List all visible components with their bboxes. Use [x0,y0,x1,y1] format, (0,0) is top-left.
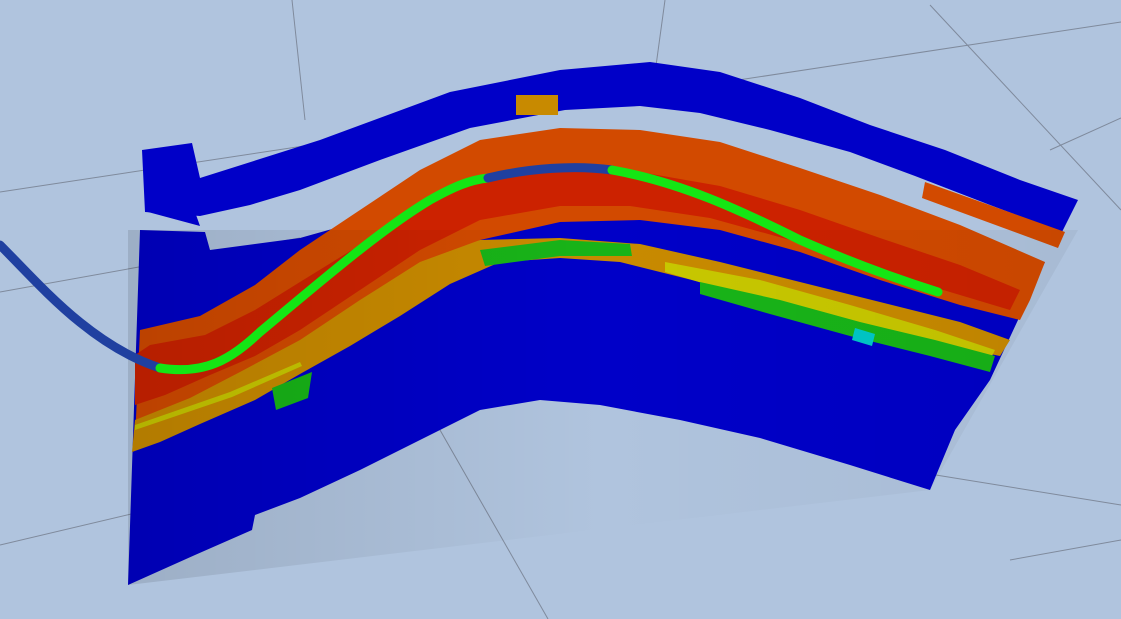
upper-band-surface [142,62,1078,232]
grid-line [291,0,306,121]
grid-line [1009,539,1121,561]
section-layer-top [135,128,1045,440]
grid-line [904,469,1121,506]
section-layer-red [135,168,1020,405]
well-path-out-of-zone-left[interactable] [0,240,165,373]
well-path-out-of-zone-mid[interactable] [483,163,617,183]
well-path-in-zone-right[interactable] [607,165,943,297]
section-shading [128,230,1078,585]
grid-line [1049,117,1121,151]
well-trajectory[interactable] [0,163,943,375]
grid-line [929,4,1121,211]
well-path-in-zone-left[interactable] [155,173,493,375]
upper-band-patch [516,95,558,115]
upper-band-notch [148,198,200,226]
